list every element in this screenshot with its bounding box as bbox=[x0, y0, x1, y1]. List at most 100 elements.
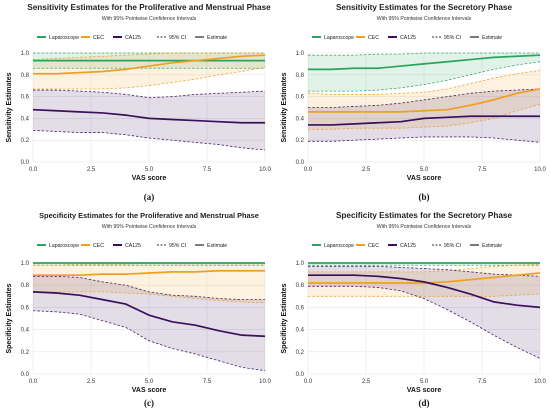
x-axis-label: VAS score bbox=[132, 175, 167, 182]
panel-label: (d) bbox=[419, 398, 430, 408]
y-tick-label: 0.8 bbox=[21, 283, 30, 289]
legend-label: Estimate bbox=[482, 243, 502, 249]
x-tick-label: 5.0 bbox=[145, 379, 154, 385]
x-tick-label: 2.5 bbox=[362, 167, 371, 173]
x-tick-label: 10.0 bbox=[534, 167, 546, 173]
y-axis-label: Sensitivity Estimates bbox=[281, 72, 288, 142]
x-axis-label: VAS score bbox=[407, 387, 442, 394]
estimate-line-ca125 bbox=[308, 115, 540, 126]
y-tick-label: 0.4 bbox=[21, 116, 30, 122]
y-tick-label: 0.6 bbox=[296, 305, 305, 311]
y-tick-label: 0.6 bbox=[21, 305, 30, 311]
legend-label: Estimate bbox=[207, 243, 227, 249]
x-tick-label: 7.5 bbox=[478, 167, 487, 173]
legend-label: CEC bbox=[368, 35, 379, 41]
ci-lower-line-cec bbox=[33, 291, 266, 304]
panel-label: (c) bbox=[144, 398, 154, 408]
y-tick-label: 0.0 bbox=[21, 372, 30, 378]
y-tick-label: 0.0 bbox=[296, 160, 305, 166]
estimate-line-cec bbox=[33, 269, 265, 277]
chart-title: Specificity Estimates for the Secretory … bbox=[336, 211, 513, 220]
chart-subtitle: With 95% Pointwise Confidence Intervals bbox=[102, 224, 197, 230]
ci-band-cec bbox=[33, 53, 265, 89]
y-axis-label: Specificity Estimates bbox=[6, 283, 13, 353]
y-tick-label: 0.4 bbox=[21, 328, 30, 334]
x-tick-label: 2.5 bbox=[87, 167, 96, 173]
legend-label: Laparoscope bbox=[324, 35, 354, 41]
chart-title: Sensitivity Estimates for the Proliferat… bbox=[27, 3, 271, 12]
y-tick-label: 0.8 bbox=[21, 73, 30, 79]
x-tick-label: 2.5 bbox=[362, 379, 371, 385]
estimate-line-ca125 bbox=[308, 274, 541, 309]
legend-label: Laparoscope bbox=[49, 35, 79, 41]
chart-panel-2: Sensitivity Estimates for the Secretory … bbox=[281, 3, 546, 202]
panel-label: (a) bbox=[144, 192, 155, 202]
legend-label: CEC bbox=[93, 243, 104, 249]
estimate-line-cec bbox=[33, 54, 266, 75]
y-tick-label: 1.0 bbox=[296, 51, 305, 57]
x-tick-label: 7.5 bbox=[203, 167, 212, 173]
y-tick-label: 1.0 bbox=[296, 261, 305, 267]
ci-lower-line-ca125 bbox=[32, 310, 266, 372]
legend-label: Laparoscope bbox=[49, 243, 79, 249]
chart-panel-1: Sensitivity Estimates for the Proliferat… bbox=[6, 3, 271, 202]
ci-upper-line-ca125 bbox=[33, 275, 265, 301]
x-tick-label: 5.0 bbox=[145, 167, 154, 173]
legend-label: 95% CI bbox=[444, 35, 461, 41]
legend-label: CA125 bbox=[400, 243, 416, 249]
ci-upper-line-ca125 bbox=[33, 89, 266, 99]
ci-upper-line-cec bbox=[307, 70, 541, 95]
x-tick-label: 0.0 bbox=[29, 379, 38, 385]
legend-label: CA125 bbox=[400, 35, 416, 41]
x-tick-label: 10.0 bbox=[259, 379, 271, 385]
estimate-line-cec bbox=[308, 88, 541, 113]
y-tick-label: 1.0 bbox=[21, 51, 30, 57]
x-tick-label: 0.0 bbox=[29, 167, 38, 173]
ci-upper-line-ca125 bbox=[308, 88, 541, 108]
legend-label: Laparoscope bbox=[324, 243, 354, 249]
chart-panel-4: Specificity Estimates for the Secretory … bbox=[281, 211, 546, 408]
y-tick-label: 0.8 bbox=[296, 73, 305, 79]
ci-band-ca125 bbox=[33, 90, 265, 151]
chart-panel-3: Specificity Estimates for the Proliferat… bbox=[6, 211, 271, 408]
y-tick-label: 0.6 bbox=[296, 95, 305, 101]
y-tick-label: 0.4 bbox=[296, 328, 305, 334]
legend-label: 95% CI bbox=[169, 35, 186, 41]
x-tick-label: 7.5 bbox=[203, 379, 212, 385]
legend-label: Estimate bbox=[207, 35, 227, 41]
legend-label: 95% CI bbox=[169, 243, 186, 249]
ci-band-laparoscope bbox=[308, 53, 540, 92]
estimate-line-ca125 bbox=[32, 291, 266, 338]
legend-label: CEC bbox=[93, 35, 104, 41]
ci-lower-line-ca125 bbox=[308, 285, 541, 359]
panel-label: (b) bbox=[419, 192, 430, 202]
x-tick-label: 2.5 bbox=[87, 379, 96, 385]
x-tick-label: 5.0 bbox=[420, 379, 429, 385]
x-tick-label: 0.0 bbox=[304, 167, 313, 173]
x-axis-label: VAS score bbox=[132, 387, 167, 394]
legend-label: 95% CI bbox=[444, 243, 461, 249]
ci-lower-line-ca125 bbox=[32, 129, 266, 151]
y-tick-label: 0.2 bbox=[21, 138, 30, 144]
x-axis-label: VAS score bbox=[407, 175, 442, 182]
y-tick-label: 0.2 bbox=[21, 350, 30, 356]
estimate-line-ca125 bbox=[32, 108, 265, 124]
chart-subtitle: With 95% Pointwise Confidence Intervals bbox=[377, 224, 472, 230]
estimate-line-cec bbox=[308, 272, 541, 284]
y-axis-label: Sensitivity Estimates bbox=[6, 72, 13, 142]
legend-label: CA125 bbox=[125, 35, 141, 41]
x-tick-label: 10.0 bbox=[534, 379, 546, 385]
ci-lower-line-cec bbox=[33, 66, 266, 90]
y-tick-label: 0.4 bbox=[296, 116, 305, 122]
y-tick-label: 0.6 bbox=[21, 95, 30, 101]
legend-label: Estimate bbox=[482, 35, 502, 41]
x-tick-label: 10.0 bbox=[259, 167, 271, 173]
ci-lower-line-ca125 bbox=[308, 136, 541, 143]
x-tick-label: 5.0 bbox=[420, 167, 429, 173]
y-tick-label: 0.2 bbox=[296, 350, 305, 356]
y-tick-label: 0.0 bbox=[296, 372, 305, 378]
ci-lower-line-laparoscope bbox=[308, 61, 541, 92]
legend-label: CEC bbox=[368, 243, 379, 249]
chart-subtitle: With 95% Pointwise Confidence Intervals bbox=[102, 16, 197, 22]
